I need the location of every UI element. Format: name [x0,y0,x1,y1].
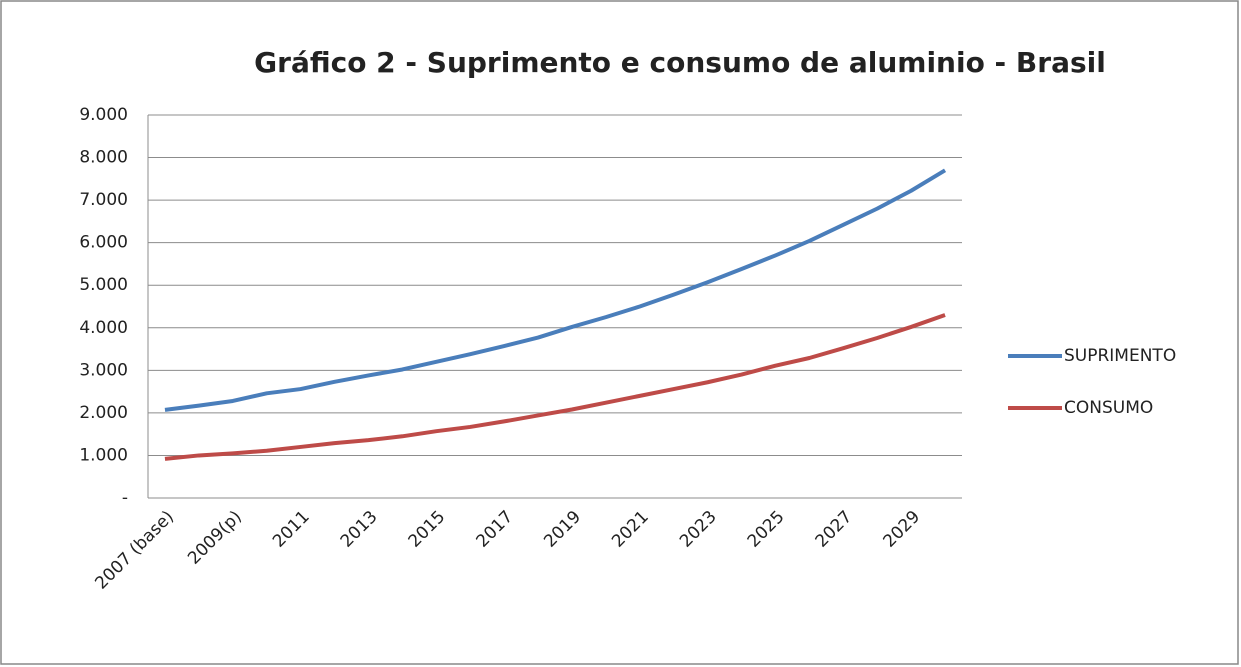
y-tick-label: 5.000 [79,275,128,295]
y-tick-label: 6.000 [79,233,128,253]
series-line [164,313,946,461]
y-tick-label: - [122,488,128,508]
y-tick-label: 4.000 [79,318,128,338]
legend-label: SUPRIMENTO [1064,346,1176,366]
legend-label: CONSUMO [1064,398,1153,418]
chart-title: Gráfico 2 - Suprimento e consumo de alum… [254,46,1106,79]
y-tick-label: 8.000 [79,148,128,168]
y-tick-label: 7.000 [79,190,128,210]
y-tick-label: 9.000 [79,105,128,125]
y-tick-label: 3.000 [79,360,128,380]
y-tick-label: 1.000 [79,445,128,465]
series-line [164,168,947,412]
y-tick-label: 2.000 [79,403,128,423]
